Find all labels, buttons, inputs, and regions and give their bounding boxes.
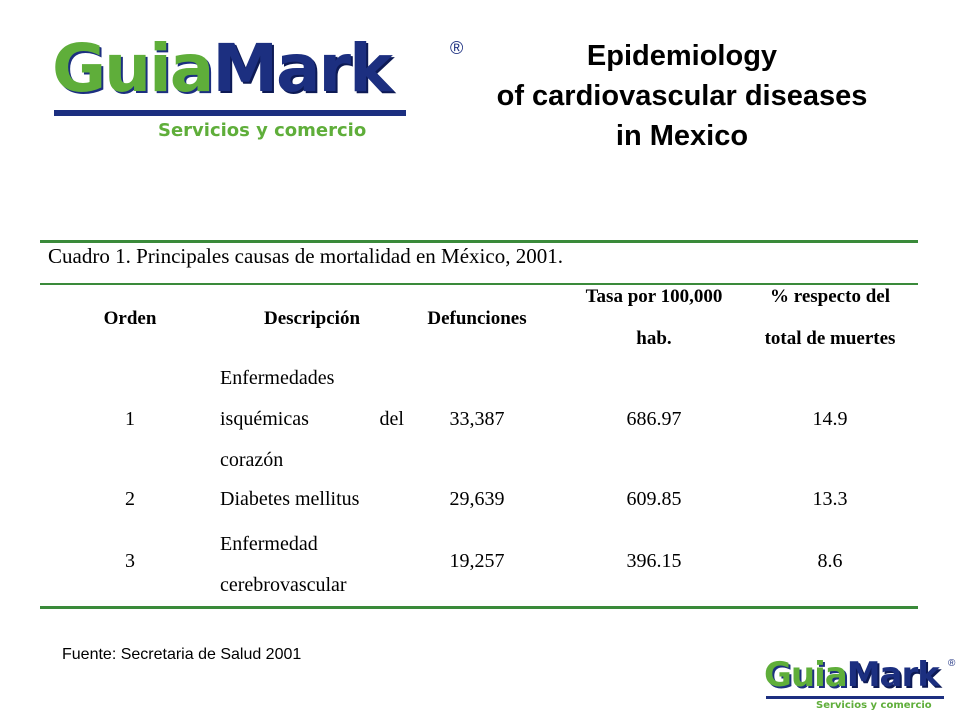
row3-descripcion: Enfermedad cerebrovascular: [220, 533, 347, 596]
table-caption: Cuadro 1. Principales causas de mortalid…: [48, 244, 563, 268]
logo-tagline: Servicios y comercio: [158, 120, 367, 141]
registered-mark-small: ®: [948, 658, 956, 669]
table-bottom-rule: [40, 606, 918, 609]
row3-pct: 8.6: [817, 550, 843, 572]
row1-defunciones: 33,387: [449, 408, 505, 430]
row2-pct: 13.3: [812, 488, 848, 510]
logo-wordmark: GuiaMark: [52, 30, 393, 107]
header-defunciones: Defunciones: [427, 308, 527, 329]
row2-descripcion: Diabetes mellitus: [220, 488, 360, 510]
logo-small-underline: [766, 696, 944, 699]
table-header-rule: [40, 283, 918, 285]
row1-pct: 14.9: [812, 408, 848, 430]
title-line-2: of cardiovascular diseases: [496, 80, 868, 112]
header-orden: Orden: [103, 308, 157, 329]
row2-orden: 2: [125, 488, 135, 510]
title-line-3: in Mexico: [615, 120, 749, 152]
title-line-1: Epidemiology: [586, 40, 778, 72]
guiamark-logo: GuiaMark ® Servicios y comercio: [52, 30, 463, 146]
logo-small-wordmark: GuiaMark: [764, 655, 940, 695]
row3-defunciones: 19,257: [449, 550, 505, 572]
guiamark-logo-small: GuiaMark ® Servicios y comercio: [764, 655, 956, 714]
row2-tasa: 609.85: [626, 488, 682, 510]
header-tasa-line1: Tasa por 100,000: [585, 286, 723, 307]
source-note: Fuente: Secretaria de Salud 2001: [62, 646, 302, 663]
row1-descripcion: Enfermedades isquémicas del corazón: [220, 367, 404, 471]
header-descripcion: Descripción: [263, 308, 361, 329]
row2-defunciones: 29,639: [449, 488, 505, 510]
logo-small-tagline: Servicios y comercio: [816, 700, 932, 711]
header-tasa-line2: hab.: [636, 328, 672, 349]
mortality-table: Cuadro 1. Principales causas de mortalid…: [40, 240, 918, 610]
row3-tasa: 396.15: [626, 550, 682, 572]
row3-orden: 3: [125, 550, 135, 572]
header-pct-line2: total de muertes: [764, 328, 896, 349]
row1-tasa: 686.97: [626, 408, 682, 430]
page-title: Epidemiology of cardiovascular diseases …: [460, 36, 904, 156]
header-pct-line1: % respecto del: [770, 286, 890, 307]
registered-mark: ®: [450, 38, 464, 58]
table-top-rule: [40, 240, 918, 243]
logo-underline: [54, 110, 406, 116]
row1-orden: 1: [125, 408, 135, 430]
